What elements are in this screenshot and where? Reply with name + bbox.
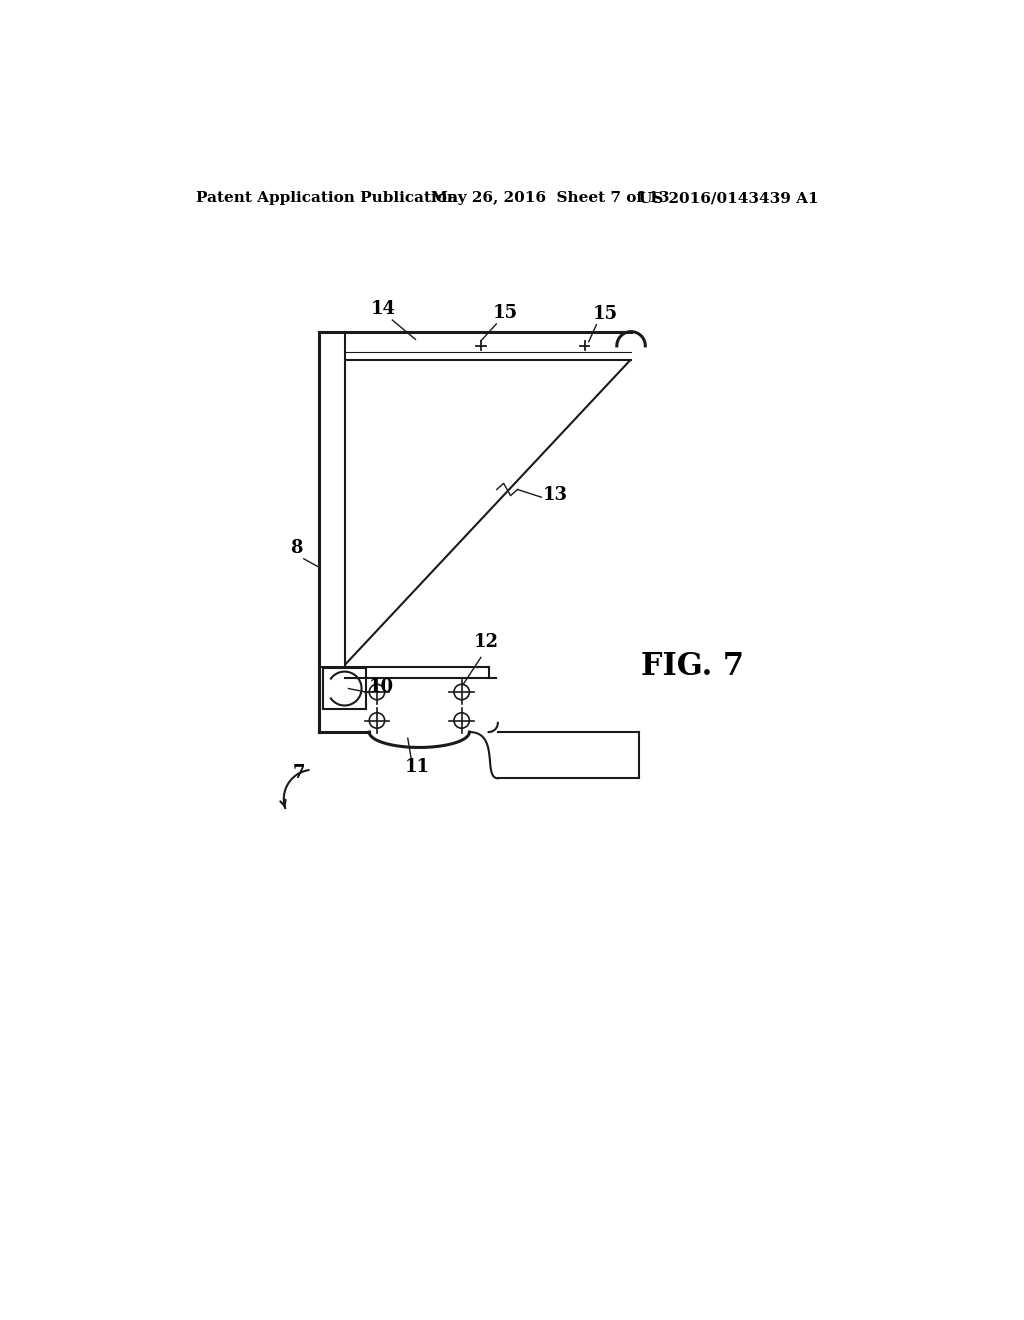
Text: 13: 13 [543, 486, 567, 504]
Text: US 2016/0143439 A1: US 2016/0143439 A1 [639, 191, 818, 206]
Text: 15: 15 [593, 305, 618, 322]
Text: May 26, 2016  Sheet 7 of 13: May 26, 2016 Sheet 7 of 13 [431, 191, 670, 206]
Text: 14: 14 [371, 300, 395, 318]
Text: 11: 11 [404, 758, 429, 776]
Text: 15: 15 [493, 304, 518, 322]
Text: Patent Application Publication: Patent Application Publication [196, 191, 458, 206]
Text: 8: 8 [290, 539, 302, 557]
Text: FIG. 7: FIG. 7 [641, 651, 744, 682]
Text: 10: 10 [369, 678, 394, 697]
Text: 12: 12 [474, 634, 499, 651]
Text: 7: 7 [293, 764, 305, 781]
